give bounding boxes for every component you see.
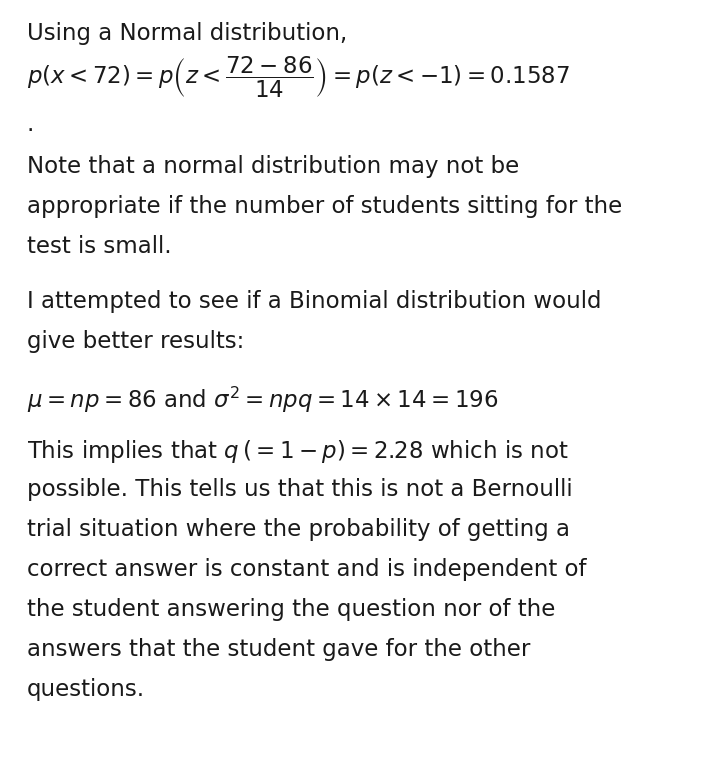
Text: .: . xyxy=(27,113,34,136)
Text: Using a Normal distribution,: Using a Normal distribution, xyxy=(27,22,347,45)
Text: $p(x < 72) = p\left(z < \dfrac{72-86}{14}\right) = p(z < -1) = 0.1587$: $p(x < 72) = p\left(z < \dfrac{72-86}{14… xyxy=(27,55,570,100)
Text: questions.: questions. xyxy=(27,678,145,701)
Text: $\mu = np = 86$ and $\sigma^2 = npq = 14 \times 14 = 196$: $\mu = np = 86$ and $\sigma^2 = npq = 14… xyxy=(27,385,498,415)
Text: I attempted to see if a Binomial distribution would: I attempted to see if a Binomial distrib… xyxy=(27,290,602,313)
Text: appropriate if the number of students sitting for the: appropriate if the number of students si… xyxy=(27,195,622,218)
Text: test is small.: test is small. xyxy=(27,235,172,258)
Text: correct answer is constant and is independent of: correct answer is constant and is indepe… xyxy=(27,558,586,581)
Text: This implies that $q\,(= 1 - p) = 2.28$ which is not: This implies that $q\,(= 1 - p) = 2.28$ … xyxy=(27,438,568,465)
Text: possible. This tells us that this is not a Bernoulli: possible. This tells us that this is not… xyxy=(27,478,573,501)
Text: trial situation where the probability of getting a: trial situation where the probability of… xyxy=(27,518,570,541)
Text: give better results:: give better results: xyxy=(27,330,244,353)
Text: answers that the student gave for the other: answers that the student gave for the ot… xyxy=(27,638,530,661)
Text: the student answering the question nor of the: the student answering the question nor o… xyxy=(27,598,555,621)
Text: Note that a normal distribution may not be: Note that a normal distribution may not … xyxy=(27,155,519,178)
